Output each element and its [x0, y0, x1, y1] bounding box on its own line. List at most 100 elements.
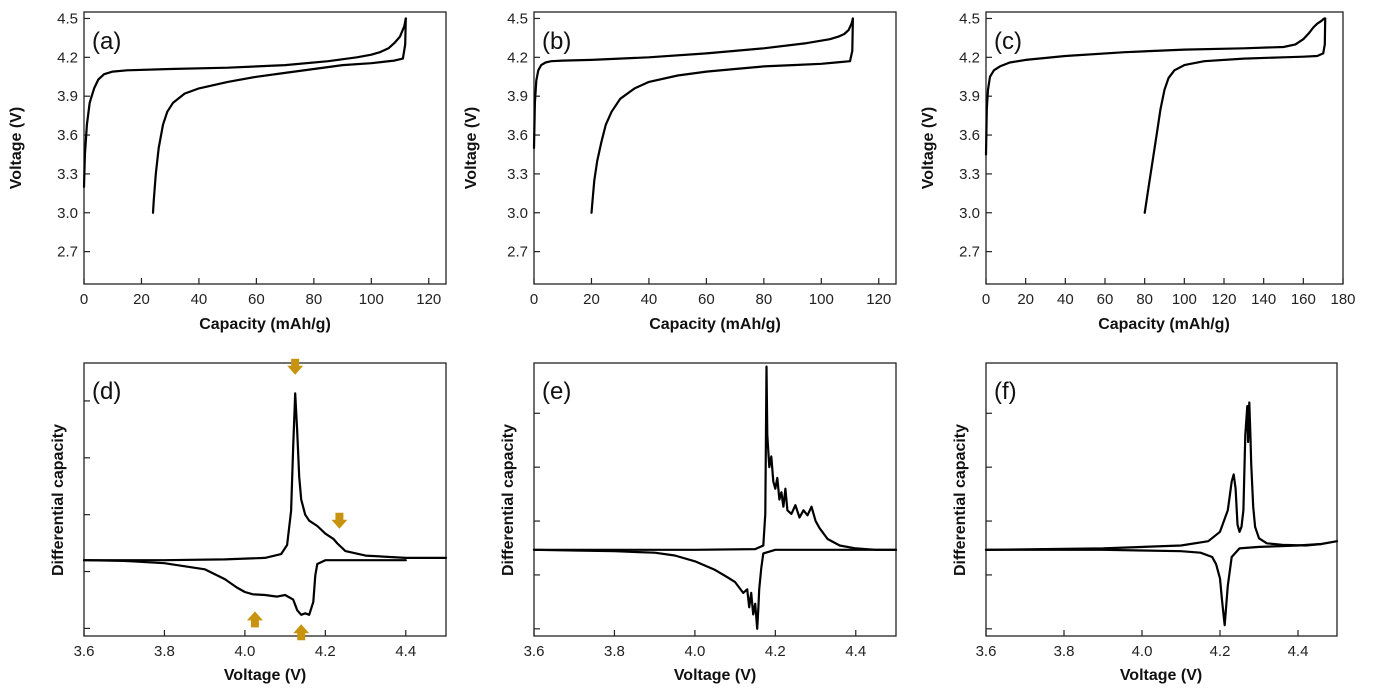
panel-c-discharge-curve — [1143, 17, 1327, 214]
panel-c-x-axis-title: Capacity (mAh/g) — [1098, 316, 1230, 333]
panel-f-x-tick-label: 4.2 — [1210, 643, 1231, 660]
panel-a-x-tick-label: 0 — [80, 291, 88, 308]
panel-c-x-tick-label: 140 — [1251, 291, 1276, 308]
panel-a-x-tick-label: 80 — [305, 291, 322, 308]
panel-f-discharge-curve — [984, 542, 1323, 627]
panel-f-x-tick-label: 4.0 — [1132, 643, 1153, 660]
arrow-marker-icon — [331, 512, 348, 529]
panel-e-x-tick-label: 4.2 — [765, 643, 786, 660]
panel-c-x-tick-label: 180 — [1330, 291, 1355, 308]
panel-e-x-tick-label: 3.8 — [604, 643, 625, 660]
panel-c-x-tick-label: 60 — [1097, 291, 1114, 308]
panel-d-x-tick-label: 4.2 — [315, 643, 336, 660]
panel-b-x-tick-label: 120 — [866, 291, 891, 308]
arrow-marker-icon — [293, 624, 310, 641]
panel-b-y-tick-label: 3.9 — [507, 88, 528, 105]
panel-a-x-tick-label: 100 — [359, 291, 384, 308]
panel-a-x-tick-label: 20 — [133, 291, 150, 308]
panel-d: 3.6 3.8 4.0 4.2 4.4 (d) Voltage (V) Differen… — [50, 358, 448, 684]
panel-d-x-tick-label: 4.4 — [395, 643, 416, 660]
panel-e-label: (e) — [542, 378, 571, 405]
panel-b-x-tick-label: 80 — [755, 291, 772, 308]
panel-a-x-tick-label: 120 — [416, 291, 441, 308]
panel-c-y-tick-label: 4.2 — [959, 49, 980, 66]
panel-b-x-tick-label: 40 — [641, 291, 658, 308]
panel-c-x-tick-label: 80 — [1136, 291, 1153, 308]
panel-b-y-tick-label: 3.3 — [507, 166, 528, 183]
panel-d-x-tick-label: 3.8 — [154, 643, 175, 660]
panel-b-x-tick-label: 20 — [583, 291, 600, 308]
panel-c-y-tick-label: 3.6 — [959, 127, 980, 144]
panel-a-y-tick-label: 3.0 — [57, 205, 78, 222]
panel-e: 3.6 3.8 4.0 4.2 4.4 (e) Voltage (V) Differen… — [500, 362, 898, 684]
panel-b-y-tick-label: 2.7 — [507, 244, 528, 261]
panel-f: 3.6 3.8 4.0 4.2 4.4 (f) Voltage (V) Differen… — [952, 362, 1339, 684]
panel-c-y-tick-label: 3.9 — [959, 88, 980, 105]
panel-e-x-tick-label: 4.4 — [845, 643, 866, 660]
panel-f-x-tick-label: 3.8 — [1054, 643, 1075, 660]
panel-e-y-axis-title: Differential capacity — [500, 424, 517, 576]
panel-c-frame — [985, 11, 1344, 285]
panel-a-x-tick-label: 40 — [191, 291, 208, 308]
panel-a-x-axis-title: Capacity (mAh/g) — [199, 316, 331, 333]
panel-e-frame — [533, 362, 897, 637]
panel-a-y-tick-label: 3.3 — [57, 166, 78, 183]
panel-a-charge-curve — [82, 17, 407, 188]
panel-e-discharge-curve — [532, 548, 898, 630]
panel-a-y-axis-title: Voltage (V) — [8, 107, 25, 189]
panel-d-discharge-curve — [82, 559, 407, 616]
panel-b-y-axis-title: Voltage (V) — [463, 107, 480, 189]
panel-e-x-tick-label: 4.0 — [684, 643, 705, 660]
panel-f-y-axis-title: Differential capacity — [952, 424, 969, 576]
panel-a-label: (a) — [92, 28, 121, 55]
panel-c-x-tick-label: 20 — [1017, 291, 1034, 308]
panel-a-discharge-curve — [151, 17, 407, 214]
panel-a-y-tick-label: 3.6 — [57, 127, 78, 144]
panel-f-charge-curve — [984, 401, 1339, 551]
panel-c-x-tick-label: 0 — [982, 291, 990, 308]
panel-b-y-tick-label: 3.6 — [507, 127, 528, 144]
panel-d-frame — [83, 362, 447, 637]
panel-b-y-tick-label: 4.5 — [507, 10, 528, 27]
panel-a-y-tick-label: 4.2 — [57, 49, 78, 66]
panel-a: 0 20 40 60 80 100 120 2.7 3.0 3.3 3.6 3.9 4.2 4.5 (a)… — [8, 10, 447, 333]
panel-c-label: (c) — [994, 28, 1022, 55]
panel-d-y-axis-title: Differential capacity — [50, 424, 67, 576]
arrow-marker-icon — [287, 358, 304, 375]
panel-c-y-axis-title: Voltage (V) — [920, 107, 937, 189]
panel-a-y-tick-label: 2.7 — [57, 244, 78, 261]
panel-d-x-axis-title: Voltage (V) — [224, 667, 306, 684]
panel-b-charge-curve — [532, 17, 854, 150]
panel-b-label: (b) — [542, 28, 571, 55]
panel-b-x-tick-label: 60 — [698, 291, 715, 308]
panel-f-x-tick-label: 4.4 — [1288, 643, 1309, 660]
panel-a-frame — [83, 11, 447, 285]
panel-e-x-axis-title: Voltage (V) — [674, 667, 756, 684]
panel-a-x-tick-label: 60 — [248, 291, 265, 308]
panel-c-y-tick-label: 2.7 — [959, 244, 980, 261]
panel-a-y-tick-label: 4.5 — [57, 10, 78, 27]
panel-c: 0 20 40 60 80 100 120 140 160 180 2.7 3.0 3.3 3.6 3.9 4… — [920, 10, 1356, 333]
panel-c-charge-curve — [984, 17, 1327, 156]
panel-e-x-tick-label: 3.6 — [524, 643, 545, 660]
panel-c-y-tick-label: 4.5 — [959, 10, 980, 27]
panel-b-x-tick-label: 0 — [530, 291, 538, 308]
panel-f-x-axis-title: Voltage (V) — [1120, 667, 1202, 684]
panel-d-x-tick-label: 3.6 — [74, 643, 95, 660]
panel-c-y-tick-label: 3.3 — [959, 166, 980, 183]
panel-f-frame — [985, 362, 1338, 637]
panel-c-x-tick-label: 160 — [1291, 291, 1316, 308]
panel-b-discharge-curve — [590, 17, 854, 214]
panel-b: 0 20 40 60 80 100 120 2.7 3.0 3.3 3.6 3.9 4.2 4.5 (b)… — [463, 10, 897, 333]
panel-b-x-tick-label: 100 — [809, 291, 834, 308]
panel-d-label: (d) — [92, 378, 121, 405]
panel-c-x-tick-label: 100 — [1172, 291, 1197, 308]
panel-b-x-axis-title: Capacity (mAh/g) — [649, 316, 781, 333]
panel-e-charge-curve — [532, 365, 898, 551]
panel-c-x-tick-label: 120 — [1211, 291, 1236, 308]
panel-d-charge-curve — [82, 392, 448, 562]
panel-b-y-tick-label: 4.2 — [507, 49, 528, 66]
panel-d-x-tick-label: 4.0 — [234, 643, 255, 660]
panel-f-label: (f) — [994, 378, 1017, 405]
